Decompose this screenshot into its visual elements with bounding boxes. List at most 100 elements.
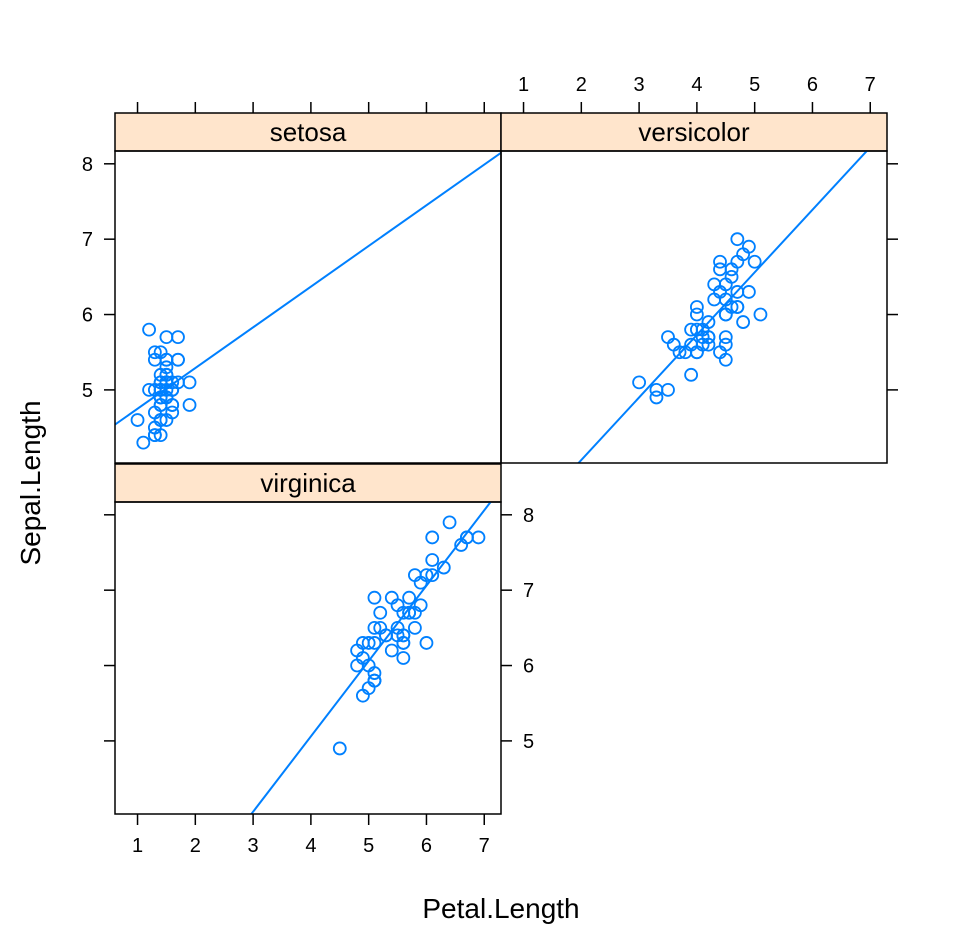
panel-setosa: setosa <box>114 112 502 464</box>
y-tick-label: 6 <box>82 305 93 327</box>
data-point <box>402 590 417 605</box>
data-point <box>442 515 457 530</box>
data-point <box>367 590 382 605</box>
data-point <box>367 620 382 635</box>
data-point <box>396 651 411 665</box>
y-axis-left-bottom <box>104 514 115 742</box>
x-tick-label: 5 <box>749 74 760 96</box>
x-axis-top-left <box>136 102 485 113</box>
x-tick-label: 1 <box>518 74 529 96</box>
data-point <box>695 330 710 345</box>
data-point <box>355 688 370 703</box>
data-point <box>130 413 145 427</box>
data-point <box>367 673 382 688</box>
x-tick-label: 2 <box>576 74 587 96</box>
data-point <box>661 330 675 345</box>
data-point <box>730 254 745 269</box>
strip-virginica <box>114 463 502 503</box>
data-point <box>713 345 727 360</box>
x-tick-label: 5 <box>363 835 374 857</box>
panel-frame-setosa <box>114 150 502 464</box>
data-point <box>661 382 675 397</box>
data-point <box>147 428 162 443</box>
data-point <box>436 560 451 575</box>
data-point <box>171 352 185 367</box>
data-point <box>390 628 405 643</box>
data-point <box>402 605 417 620</box>
data-point <box>413 598 428 613</box>
data-point <box>153 345 168 360</box>
y-axis-title: Sepal.Length <box>15 400 46 565</box>
panel-frame-virginica <box>114 501 502 815</box>
data-point <box>367 666 382 680</box>
data-point <box>408 568 422 583</box>
panels-layer: setosa versicolor virginica <box>114 112 888 815</box>
data-point <box>425 553 440 567</box>
data-point <box>747 254 762 269</box>
y-tick-label: 5 <box>82 380 93 402</box>
y-tick-label: 6 <box>523 656 534 678</box>
data-point <box>730 232 745 247</box>
data-point <box>701 330 716 345</box>
x-axis-top-right: 1 2 3 4 5 6 7 <box>518 74 876 113</box>
plot-area-setosa <box>115 151 501 450</box>
data-point <box>649 390 664 405</box>
y-axis-left-top: 5 6 7 8 <box>82 154 115 402</box>
strip-setosa <box>114 112 502 152</box>
data-point <box>632 375 647 390</box>
data-point <box>684 367 699 382</box>
regression-line-setosa <box>115 151 501 426</box>
data-point <box>460 530 474 545</box>
data-point <box>684 322 699 337</box>
data-point <box>147 382 162 397</box>
x-tick-label: 4 <box>305 835 316 857</box>
x-tick-label: 6 <box>421 835 432 857</box>
panel-virginica: virginica <box>114 463 502 815</box>
data-point <box>425 568 440 583</box>
data-point <box>153 382 168 397</box>
plot-area-versicolor <box>577 151 869 463</box>
data-point <box>713 254 727 269</box>
data-point <box>741 285 756 299</box>
x-tick-label: 4 <box>691 74 702 96</box>
strip-label-setosa: setosa <box>270 117 347 147</box>
data-point <box>373 605 388 620</box>
y-tick-label: 5 <box>523 731 534 753</box>
data-point <box>396 628 411 643</box>
data-point <box>165 405 180 420</box>
data-point <box>396 605 411 620</box>
data-point <box>724 300 739 314</box>
axes-layer: 1 2 3 4 5 6 7 1 2 3 4 5 6 7 5 6 7 8 5 6 7 8 <box>82 74 898 857</box>
data-point <box>689 300 704 314</box>
data-point <box>384 643 399 658</box>
x-axis-title: Petal.Length <box>422 893 579 924</box>
data-point <box>724 269 739 284</box>
data-point <box>159 330 174 345</box>
data-point <box>689 307 704 322</box>
data-point <box>689 345 704 360</box>
data-point <box>373 620 388 635</box>
x-tick-label: 2 <box>190 835 201 857</box>
y-tick-label: 7 <box>523 580 534 602</box>
data-point <box>471 530 486 545</box>
plot-area-virginica <box>250 502 492 814</box>
regression-line-virginica <box>250 502 492 814</box>
data-point <box>384 590 399 605</box>
data-point <box>332 741 347 756</box>
data-point <box>707 292 722 307</box>
strip-label-versicolor: versicolor <box>638 117 750 147</box>
y-tick-label: 7 <box>82 229 93 251</box>
data-point <box>713 262 727 277</box>
y-tick-label: 8 <box>523 505 534 527</box>
data-point <box>730 300 745 314</box>
panel-versicolor: versicolor <box>500 112 888 464</box>
strip-versicolor <box>500 112 888 152</box>
x-tick-label: 3 <box>248 835 259 857</box>
x-tick-label: 7 <box>479 835 490 857</box>
data-point <box>136 435 151 450</box>
data-point <box>153 413 168 427</box>
panel-frame-versicolor <box>500 150 888 464</box>
x-axis-bottom: 1 2 3 4 5 6 7 <box>132 814 490 857</box>
data-point <box>153 398 168 412</box>
